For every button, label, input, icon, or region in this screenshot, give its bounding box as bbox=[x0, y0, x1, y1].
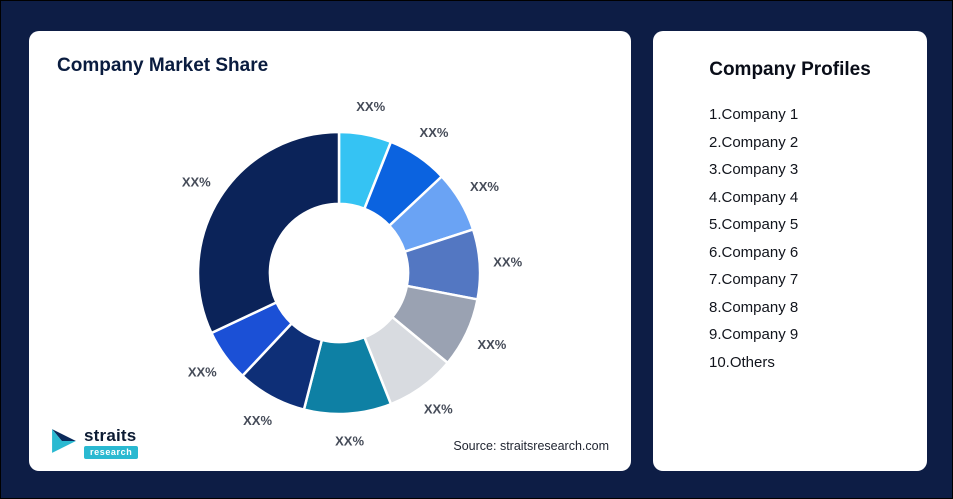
chart-footer: straits research Source: straitsresearch… bbox=[51, 427, 609, 459]
slice-label-company-5: XX% bbox=[477, 337, 506, 352]
slice-label-company-2: XX% bbox=[420, 125, 449, 140]
profiles-list: 1.Company 1 2.Company 2 3.Company 3 4.Compa… bbox=[653, 101, 927, 376]
profile-item: 6.Company 6 bbox=[709, 243, 799, 261]
straits-logo-icon bbox=[51, 428, 77, 459]
slice-label-company-3: XX% bbox=[470, 179, 499, 194]
logo-text: straits research bbox=[84, 426, 139, 459]
logo-name: straits bbox=[84, 426, 137, 445]
profile-item: 4.Company 4 bbox=[709, 188, 799, 206]
slice-label-company-1: XX% bbox=[356, 99, 385, 114]
donut-chart: XX% XX% XX% XX% XX% XX% XX% XX% XX% XX% bbox=[182, 99, 523, 449]
profile-item: 2.Company 2 bbox=[709, 133, 799, 151]
profile-item: 10.Others bbox=[709, 353, 775, 371]
profile-item: 8.Company 8 bbox=[709, 298, 799, 316]
slice-label-others: XX% bbox=[182, 174, 211, 189]
profile-item: 3.Company 3 bbox=[709, 161, 799, 178]
chart-title: Company Market Share bbox=[57, 55, 269, 76]
profile-item: 9.Company 9 bbox=[709, 326, 799, 343]
slice-label-company-7: XX% bbox=[335, 434, 364, 449]
slice-label-company-9: XX% bbox=[188, 364, 217, 379]
source-text: Source: straitsresearch.com bbox=[453, 439, 609, 453]
profile-item: 1.Company 1 bbox=[709, 106, 799, 123]
slice-label-company-4: XX% bbox=[493, 254, 522, 269]
market-share-card: Company Market Share XX% XX% XX% XX% XX% XX% X… bbox=[29, 31, 631, 471]
profiles-title: Company Profiles bbox=[709, 59, 871, 80]
logo-subtext: research bbox=[84, 446, 139, 459]
slice-label-company-6: XX% bbox=[424, 402, 453, 417]
slice-label-company-8: XX% bbox=[243, 413, 272, 428]
donut-segment-others bbox=[196, 130, 341, 335]
profile-item: 7.Company 7 bbox=[709, 271, 799, 288]
profile-item: 5.Company 5 bbox=[709, 216, 799, 233]
straits-research-logo: straits research bbox=[51, 426, 139, 459]
company-profiles-card: Company Profiles 1.Company 1 2.Company 2 3… bbox=[653, 31, 927, 471]
